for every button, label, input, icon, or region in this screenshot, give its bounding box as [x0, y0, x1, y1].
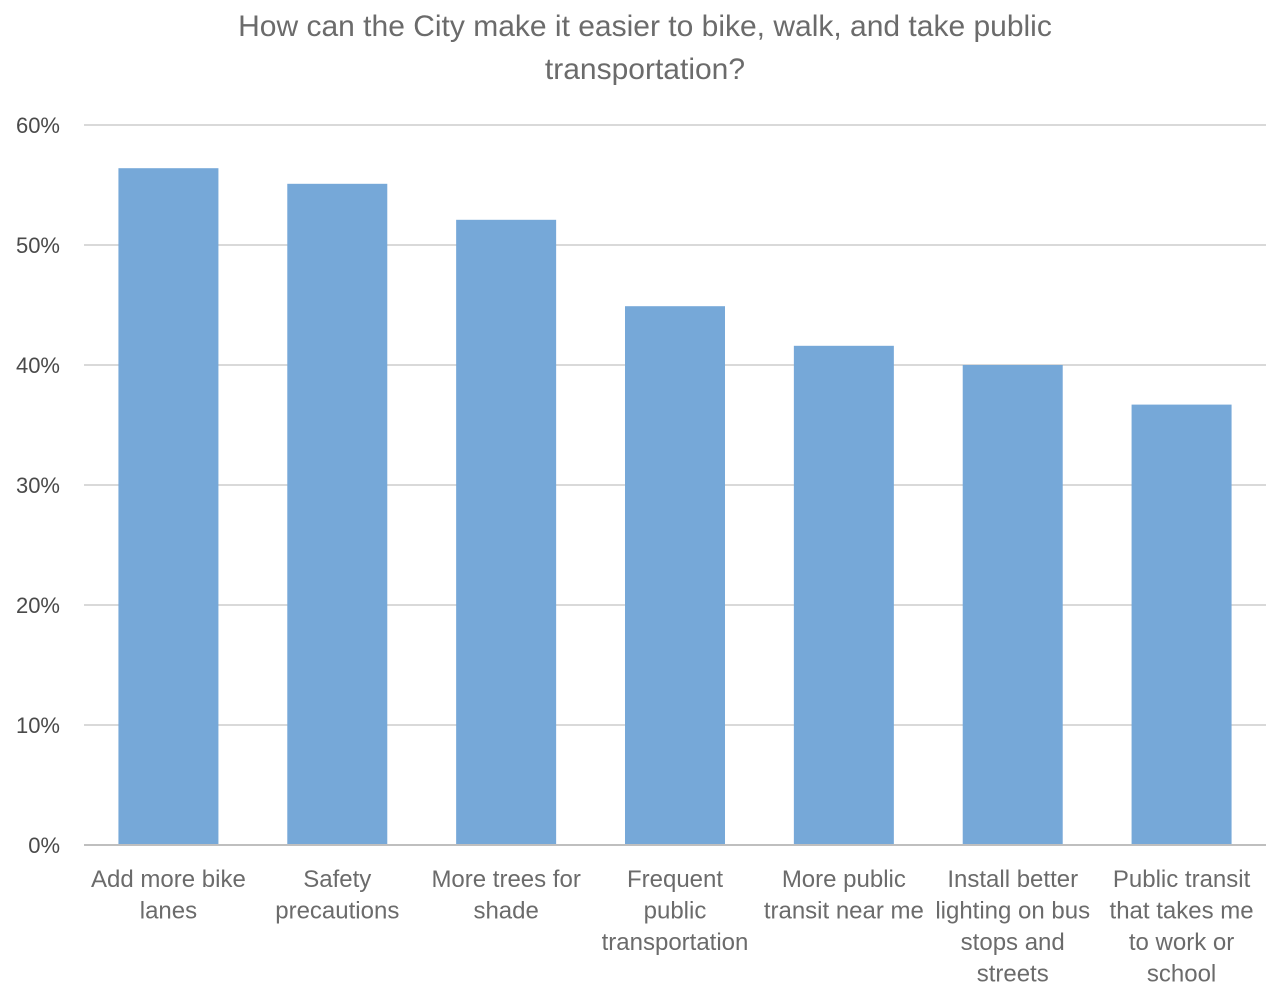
x-category-label: Frequent — [627, 866, 723, 893]
x-category-label: to work or — [1129, 929, 1234, 956]
y-tick-label: 20% — [16, 593, 60, 618]
x-category-label: precautions — [275, 898, 399, 925]
x-category-label: More public — [782, 866, 906, 893]
y-tick-label: 50% — [16, 233, 60, 258]
x-category-label: Add more bike — [91, 866, 246, 893]
bars — [118, 168, 1232, 846]
chart-title-line-2: transportation? — [545, 53, 745, 86]
y-tick-label: 10% — [16, 713, 60, 738]
x-axis-category-labels: Add more bike lanes Safety precautions More … — [91, 866, 1254, 985]
bar — [118, 168, 219, 845]
x-category-label: shade — [473, 898, 538, 925]
x-category-label: school — [1147, 961, 1216, 985]
x-category-label: Safety — [303, 866, 371, 893]
x-category-label: Public transit — [1113, 866, 1251, 893]
x-category-label: More trees for — [431, 866, 580, 893]
y-tick-label: 0% — [28, 833, 60, 858]
x-category-label: stops and — [961, 929, 1065, 956]
chart-title-line-1: How can the City make it easier to bike,… — [238, 10, 1052, 43]
x-category-label: lighting on bus — [935, 898, 1090, 925]
bar — [287, 183, 388, 846]
y-axis-tick-labels: 0% 10% 20% 30% 40% 50% 60% — [16, 113, 60, 858]
bar — [793, 345, 894, 845]
y-tick-label: 30% — [16, 473, 60, 498]
bar — [962, 365, 1063, 845]
bar — [625, 306, 725, 845]
x-category-label: public — [644, 898, 707, 925]
y-tick-label: 60% — [16, 113, 60, 138]
x-category-label: transportation — [602, 929, 749, 956]
x-category-label: transit near me — [764, 898, 924, 925]
x-category-label: streets — [977, 961, 1049, 985]
x-category-label: lanes — [140, 898, 197, 925]
bar — [456, 219, 557, 846]
chart-title: How can the City make it easier to bike,… — [238, 10, 1052, 86]
y-tick-label: 40% — [16, 353, 60, 378]
x-category-label: that takes me — [1110, 898, 1254, 925]
x-category-label: Install better — [947, 866, 1078, 893]
bar — [1131, 404, 1232, 845]
